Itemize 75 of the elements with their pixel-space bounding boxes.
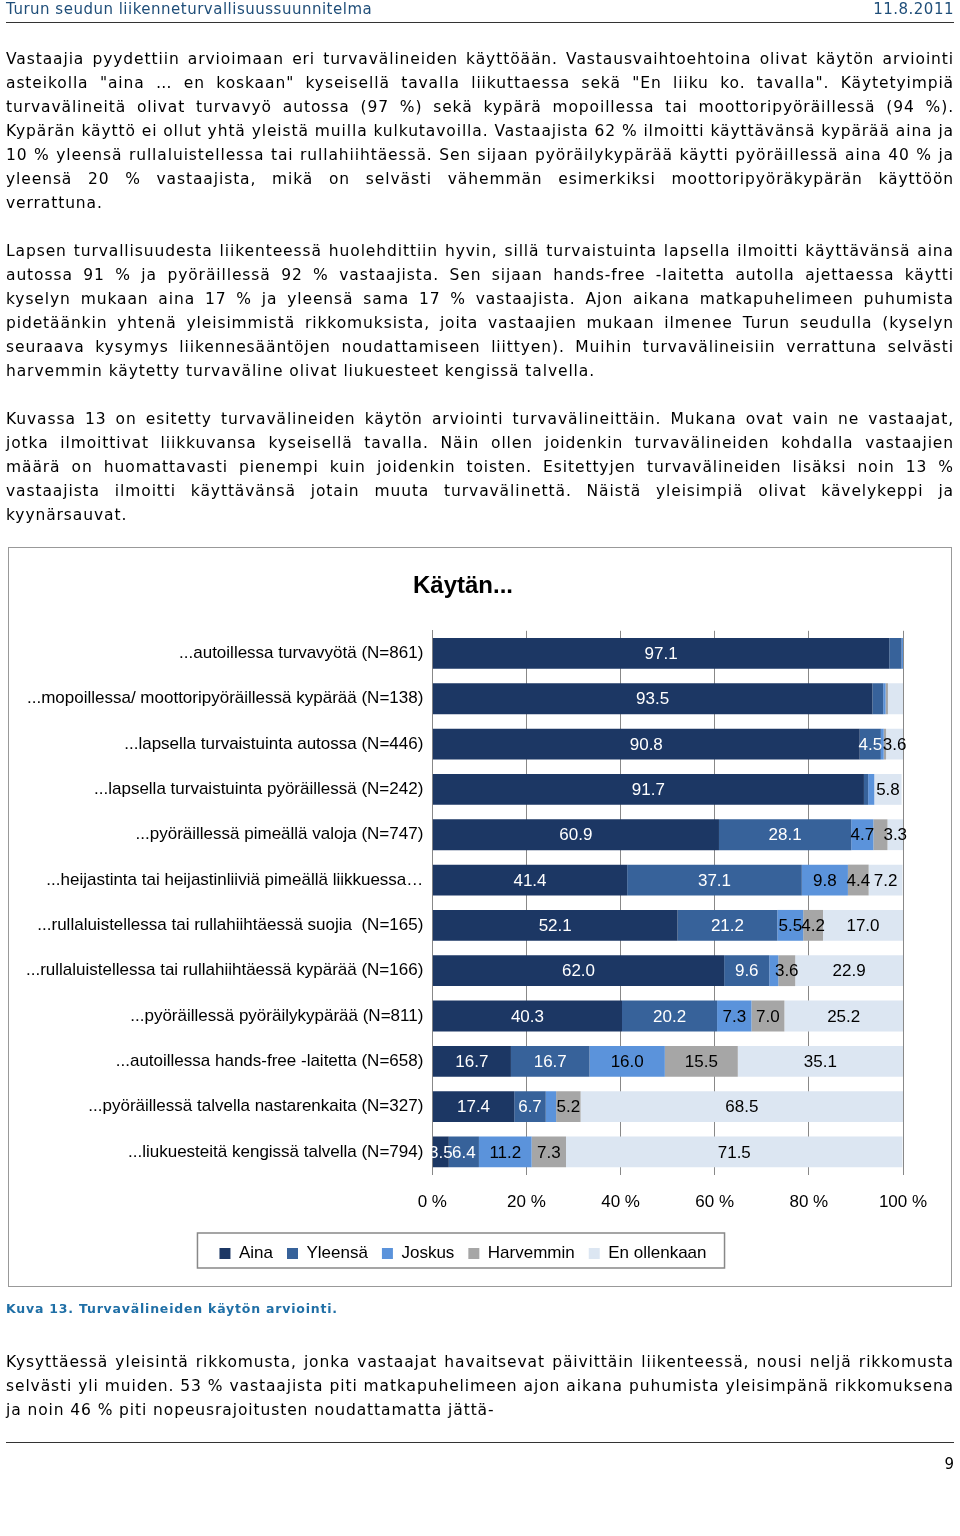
data-label: 5.2	[556, 1097, 581, 1117]
text: 11.8.2011	[873, 0, 954, 18]
y-tick-label: ...pyöräillessä talvella nastarenkaita (N=327)	[88, 1096, 424, 1116]
data-label: 37.1	[697, 870, 732, 890]
data-label: 4.2	[801, 916, 825, 936]
data-label: 3.6	[774, 961, 799, 981]
legend-label: En ollenkaan	[608, 1243, 707, 1263]
data-label: 7.3	[722, 1006, 747, 1026]
x-tick-label: 0 %	[417, 1192, 447, 1212]
data-label: 20.2	[653, 1006, 687, 1026]
y-tick-label: ...mopoillessa/ moottoripyöräillessä kypärää (N=138)	[26, 688, 424, 708]
x-tick-label: 80 %	[789, 1192, 829, 1212]
data-label: 16.0	[610, 1052, 644, 1071]
data-label: 5.5	[778, 916, 803, 936]
data-label: 6.4	[452, 1142, 476, 1162]
data-label: 4.4	[846, 870, 871, 890]
y-tick-label: ...pyöräillessä pimeällä valoja (N=747)	[135, 824, 424, 844]
x-tick-label: 100 %	[878, 1192, 928, 1212]
data-label: 9.8	[813, 870, 837, 890]
data-label: 62.0	[561, 961, 596, 981]
y-tick-label: ...rullaluistellessa tai rullahiihtäessä kypärää (N=166)	[25, 960, 424, 980]
legend-label: Aina	[238, 1243, 274, 1263]
data-label: 41.4	[513, 870, 547, 890]
text: 9	[944, 1455, 954, 1473]
data-label: 22.9	[832, 961, 866, 981]
data-label: 40.3	[510, 1006, 544, 1026]
data-label: 7.2	[873, 870, 898, 890]
data-label: 17.0	[846, 916, 880, 936]
data-label: 16.7	[455, 1052, 489, 1071]
data-label: 71.5	[717, 1142, 751, 1162]
data-label: 68.5	[725, 1097, 759, 1117]
data-label: 3.3	[883, 825, 908, 845]
data-label: 25.2	[827, 1006, 861, 1026]
data-label: 21.2	[710, 916, 744, 936]
x-tick-label: 40 %	[601, 1192, 640, 1212]
data-label: 11.2	[489, 1142, 522, 1162]
x-tick-label: 60 %	[695, 1192, 735, 1212]
y-tick-label: ...lapsella turvaistuinta autossa (N=446)	[124, 733, 424, 753]
data-label: 7.3	[537, 1142, 561, 1162]
legend-label: Yleensä	[306, 1243, 369, 1263]
y-tick-label: ...liukuesteitä kengissä talvella (N=794)	[128, 1141, 424, 1161]
y-tick-label: ...autoillessa turvavyötä (N=861)	[179, 643, 424, 663]
y-tick-label: ...heijastinta tai heijastinliiviä pimeällä liikkuessa…	[46, 869, 424, 889]
data-label: 17.4	[456, 1097, 491, 1117]
text: Kysyttäessä yleisintä rikkomusta, jonka vastaajat havaitsevat päivittäin liikenteessä, nousi neljä rikkomusta selvästi yli muiden. 53 % vastaajista piti matkapuhelimeen ajon aikana puhumista yleisimpänä rikkomuksena ja noin 46 % piti nopeusrajoitusten noudattamatta jättä-	[6, 1352, 954, 1421]
data-label: 16.7	[533, 1052, 567, 1071]
data-label: 28.1	[768, 825, 802, 845]
data-label: 4.5	[858, 734, 883, 754]
data-label: 97.1	[644, 644, 678, 664]
data-label: 52.1	[538, 916, 572, 936]
y-tick-label: ...lapsella turvaistuinta pyöräillessä (N=242)	[94, 779, 424, 799]
data-label: 9.6	[734, 961, 759, 981]
data-label: 60.9	[559, 825, 593, 845]
text: Vastaajia pyydettiin arvioimaan eri turvavälineiden käyttöään. Vastausvaihtoehtoina olivat käytön arviointi asteikolla "aina … en koskaan" kyseisellä tavalla liikuttaessa sekä "En liiku ko. tavalla". Käytetyimpiä turvavälineitä olivat turvavyö autossa (97 %) sekä kypärä mopoillessa tai moottoripyöräillessä (94 %). Kypärän käyttö ei ollut yhtä yleistä muilla kulkutavoilla. Vastaajista 62 % ilmoitti käyttävänsä kypärää aina ja 10 % yleensä rullaluistellessa tai rullahiihtäessä. Sen sijaan pyöräilykypärää käytti pyöräillessä aina 40 % ja yleensä 20 % vastaajista, mikä on selvästi vähemmän esimerkiksi moottoripyöräkypärän käyttöön verrattuna.	[6, 49, 954, 214]
y-tick-label: ...pyöräillessä pyöräilykypärää (N=811)	[130, 1005, 424, 1025]
data-label: 3.6	[882, 734, 907, 754]
data-label: 15.5	[684, 1052, 718, 1071]
data-label: 35.1	[803, 1052, 837, 1071]
text: Turun seudun liikenneturvallisuussuunnitelma	[6, 0, 373, 18]
data-label: 93.5	[636, 689, 670, 709]
data-label: 4.7	[850, 825, 875, 845]
data-label: 91.7	[631, 780, 665, 800]
data-label: 90.8	[629, 734, 663, 754]
text: Kuvassa 13 on esitetty turvavälineiden käytön arviointi turvavälineittäin. Mukana ovat vain ne vastaajat, jotka ilmoittivat liikkuvansa kyseisellä tavalla. Näin ollen joidenkin turvavälineiden kohdalla vastaajien määrä on huomattavasti pienempi kuin joidenkin toisten. Esitettyjen turvavälineiden lisäksi noin 13 % vastaajista ilmoitti käyttävänsä jotain muuta turvavälinettä. Näistä yleisimpiä olivat kävelykeppi ja kyynärsauvat.	[6, 409, 954, 526]
text: Kuva 13. Turvavälineiden käytön arviointi.	[6, 1301, 339, 1316]
x-tick-label: 20 %	[507, 1192, 546, 1212]
data-label: 5.8	[876, 780, 900, 800]
y-tick-label: ...autoillessa hands-free -laitetta (N=658)	[115, 1051, 424, 1070]
legend-label: Harvemmin	[487, 1243, 575, 1263]
text: Lapsen turvallisuudesta liikenteessä huolehdittiin hyvin, sillä turvaistuinta lapsella ilmoitti käyttävänsä aina autossa 91 % ja pyöräillessä 92 % vastaajista. Sen sijaan hands-free -laitetta autolla ajettaessa käytti kyselyn mukaan aina 17 % ja yleensä sama 17 % vastaajista. Ajon aikana matkapuhelimeen puhumista pidetäänkin yhtenä yleisimmistä rikkomuksista, joita vastaajien mukaan ilmenee Turun seudulla (kyselyn seuraava kysymys liikennesääntöjen noudattamiseen liittyen). Muihin turvavälineisiin verrattuna selvästi harvemmin käytetty turvaväline olivat liukuesteet kengissä talvella.	[6, 241, 954, 382]
legend-label: Joskus	[401, 1243, 455, 1263]
y-tick-label: ...rullaluistellessa tai rullahiihtäessä suojia (N=165)	[37, 915, 424, 935]
chart-title: Käytän...	[412, 571, 514, 599]
data-label: 6.7	[518, 1097, 542, 1117]
data-label: 7.0	[756, 1006, 780, 1026]
